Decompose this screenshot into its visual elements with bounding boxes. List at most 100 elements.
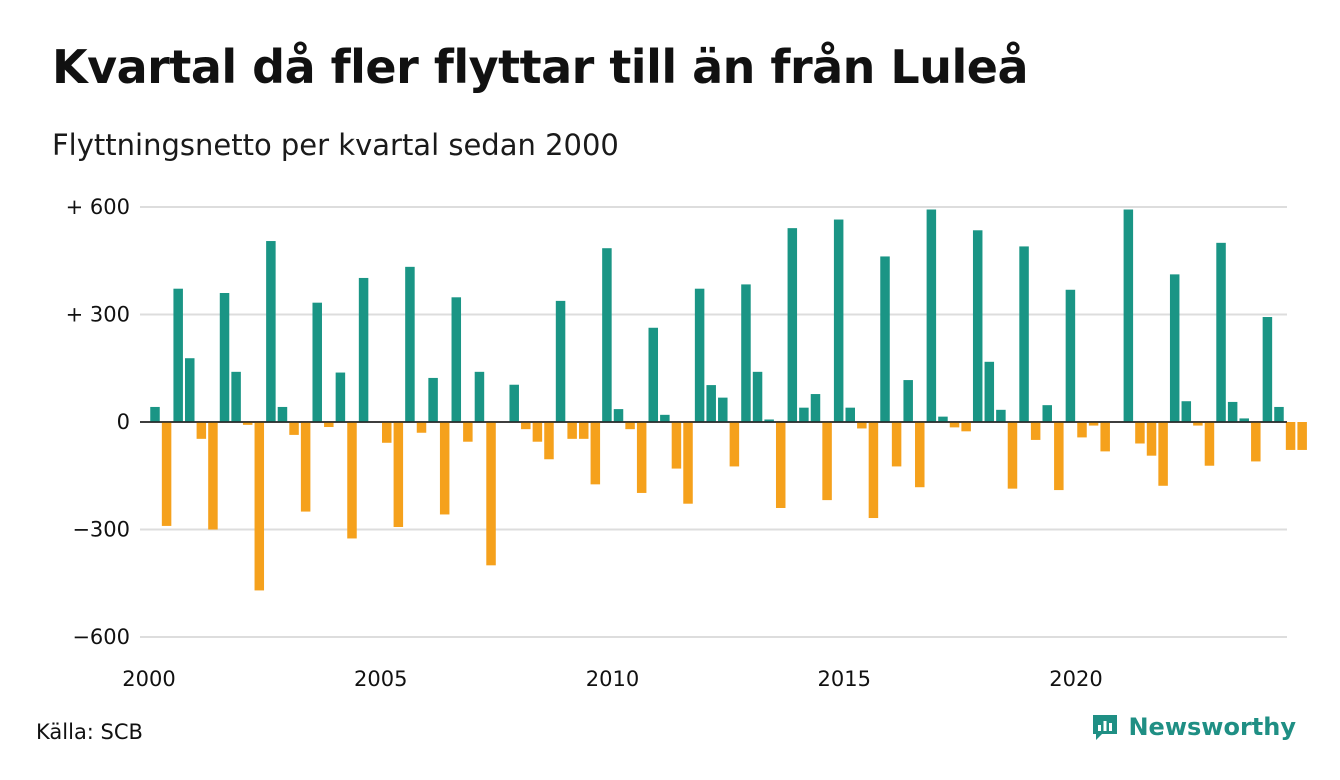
bar-positive [602,248,612,422]
x-tick-label: 2015 [818,667,871,691]
bar-negative [161,422,172,526]
bar-positive [1216,242,1226,422]
bar-negative [775,422,786,508]
bar-negative [1204,422,1215,466]
bar-positive [1181,401,1192,422]
bar-negative [671,422,682,469]
bar-positive [555,300,566,422]
bar-positive [277,406,288,422]
bar-positive [1227,401,1238,422]
bar-negative [1054,422,1064,491]
bar-negative [1158,422,1168,486]
bar-negative [578,422,589,439]
bar-chart: + 600 + 300 0 −300 −600 2000 2005 2010 2015 2020 [66,195,1307,691]
bar-negative [1088,422,1099,426]
bar-positive [718,397,728,422]
bar-positive [694,288,705,422]
bar-negative [242,422,253,425]
bar-negative [868,422,879,519]
newsworthy-logo[interactable]: Newsworthy [1090,712,1296,742]
bar-positive [173,288,183,422]
bar-positive [335,372,346,422]
x-tick-label: 2000 [122,667,175,691]
bar-negative [382,422,392,443]
bar-positive [1065,289,1076,422]
bar-negative [567,422,577,439]
chart-title: Kvartal då fler flyttar till än från Lul… [52,40,1029,94]
bar-positive [984,361,995,422]
bar-negative [544,422,554,460]
bar-negative [439,422,450,515]
bar-negative [590,422,601,485]
bar-positive [764,419,774,422]
bar-positive [660,414,670,422]
bar-negative [1030,422,1041,440]
bar-negative [1146,422,1157,456]
bar-positive [1042,405,1052,422]
y-tick-label: + 300 [66,303,130,327]
bar-positive [428,377,438,422]
y-tick-label: −300 [72,518,130,542]
bar-negative [347,422,357,539]
bar-positive [1239,418,1249,422]
bar-negative [196,422,207,439]
bar-negative [915,422,925,488]
bar-positive [312,302,322,422]
axes: + 600 + 300 0 −300 −600 2000 2005 2010 2015 2020 [66,195,1287,691]
bar-positive [996,409,1006,422]
bar-negative [289,422,299,435]
x-tick-label: 2010 [586,667,639,691]
bar-positive [1019,246,1029,422]
bar-negative [521,422,531,430]
bar-positive [752,371,763,422]
bar-positive [150,406,160,422]
bar-positive [972,230,983,422]
bar-negative [324,422,334,428]
bar-negative [300,422,311,512]
bar-positive [833,219,844,422]
source-label: Källa: SCB [36,720,143,744]
bar-positive [810,394,821,422]
y-tick-label: 0 [117,410,130,434]
bar-positive [451,297,462,422]
bar-positive [799,407,809,422]
bar-negative [254,422,265,591]
bar-negative [822,422,832,501]
bar-positive [741,284,751,422]
bar-negative [961,422,971,432]
x-tick-label: 2005 [354,667,407,691]
bar-negative [486,422,496,566]
bar-negative [1193,422,1203,426]
bar-negative [463,422,473,442]
y-tick-label: −600 [72,625,130,649]
bar-positive [405,266,415,422]
bar-negative [1100,422,1110,452]
bar-positive [938,416,948,423]
bar-negative [891,422,902,467]
bar-negative [208,422,218,530]
bar-positive [926,209,937,422]
bar-negative [1135,422,1145,444]
y-tick-label: + 600 [66,195,130,219]
bar-negative [729,422,740,467]
bar-positive [509,384,519,422]
bar-positive [845,407,855,422]
bar-positive [1262,317,1273,422]
bar-positive [613,409,624,422]
bar-negative [1077,422,1087,438]
bar-positive [648,327,659,422]
brand-name: Newsworthy [1128,713,1296,741]
x-tick-label: 2020 [1049,667,1102,691]
bar-negative [532,422,543,442]
bar-positive [219,293,230,422]
bar-negative [416,422,427,433]
bar-negative [393,422,404,527]
bars [150,209,1307,591]
bar-negative [857,422,867,429]
bar-positive [1169,274,1180,422]
bar-negative [1007,422,1018,489]
bar-negative [683,422,693,504]
bar-negative [949,422,960,428]
bar-positive [266,241,276,422]
bar-negative [625,422,635,430]
